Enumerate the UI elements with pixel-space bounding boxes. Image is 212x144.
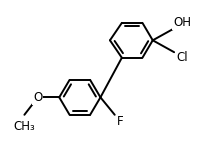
Text: F: F (117, 115, 124, 128)
Text: CH₃: CH₃ (14, 120, 35, 133)
Text: OH: OH (173, 16, 191, 29)
Text: Cl: Cl (176, 51, 188, 64)
Text: O: O (33, 91, 42, 104)
